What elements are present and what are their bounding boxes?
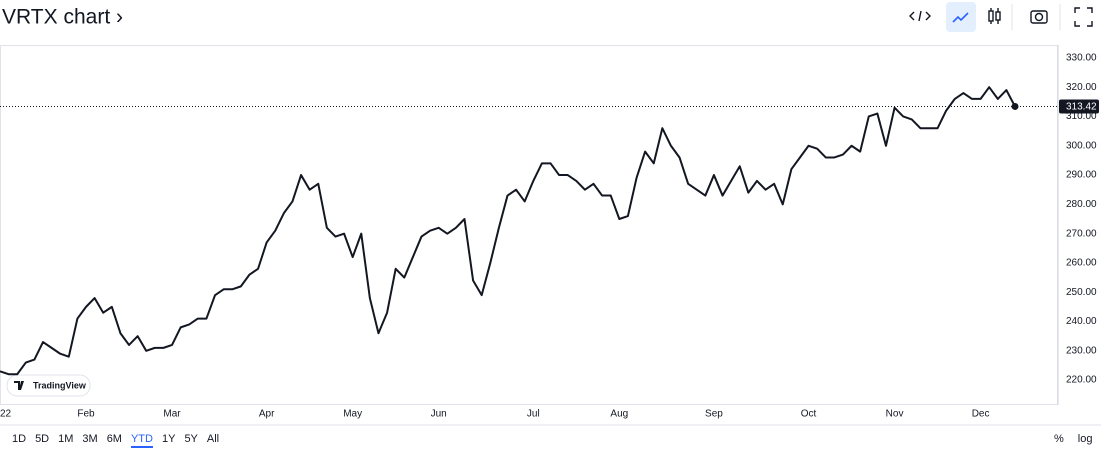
fullscreen-button[interactable] [1074,7,1093,27]
x-tick-label: Feb [77,409,95,420]
embed-button[interactable] [909,10,931,22]
range-button[interactable]: 5Y [184,433,198,445]
x-tick-label: May [343,409,362,420]
chart-title[interactable]: VRTX chart › [2,6,123,29]
x-tick-label: 2022 [0,409,12,420]
price-axis: 220.00 230.00 240.00 250.00 260.00 270.00 280.… [1059,53,1099,386]
y-tick-label: 290.00 [1066,170,1097,181]
scale-option[interactable]: % [1054,433,1064,445]
range-bar: 1D 5D 1M 3M 6M YTD 1Y 5Y All% log [12,433,1093,448]
plot-area [0,86,1058,376]
x-tick-label: Mar [163,409,181,420]
watermark-logo [14,381,24,390]
watermark-badge [6,374,91,397]
y-tick-label: 240.00 [1066,316,1097,327]
y-tick-label: 260.00 [1066,258,1097,269]
x-tick-label: Apr [259,409,275,420]
range-button[interactable]: All [207,433,219,445]
range-button[interactable]: 5D [35,433,49,445]
last-price-tag [1059,99,1099,114]
last-point [1011,102,1019,110]
last-price-label: 313.42 [1066,102,1097,113]
x-tick-label: Dec [972,409,990,420]
range-button[interactable]: 6M [107,433,122,445]
range-button[interactable]: 3M [82,433,97,445]
x-tick-label: Sep [705,409,723,420]
x-tick-label: Nov [886,409,904,420]
y-tick-label: 330.00 [1066,53,1097,64]
line-icon [952,12,969,23]
y-tick-label: 230.00 [1066,345,1097,356]
range-button[interactable]: 1M [58,433,73,445]
x-tick-label: Aug [610,409,628,420]
x-tick-label: Oct [801,409,817,420]
scale-option[interactable]: log [1078,433,1093,445]
y-tick-label: 310.00 [1066,111,1097,122]
range-button[interactable]: 1Y [162,433,176,445]
y-tick-label: 280.00 [1066,199,1097,210]
time-axis: 2022 Feb Mar Apr May Jun Jul Aug Sep Oct Nov Dec [0,409,989,420]
range-button[interactable]: YTD [131,433,153,445]
y-tick-label: 220.00 [1066,375,1097,386]
x-tick-label: Jun [431,409,447,420]
range-button[interactable]: 1D [12,433,26,445]
candle-style-button[interactable] [988,8,1001,24]
line-style-button[interactable] [946,2,976,32]
watermark: TradingView [33,380,87,390]
x-tick-label: Jul [527,409,540,420]
plot-frame [0,45,1058,405]
price-line [0,86,1016,376]
y-tick-label: 270.00 [1066,228,1097,239]
snapshot-button[interactable] [1030,10,1048,24]
y-tick-label: 250.00 [1066,287,1097,298]
y-tick-label: 320.00 [1066,82,1097,93]
y-tick-label: 300.00 [1066,140,1097,151]
